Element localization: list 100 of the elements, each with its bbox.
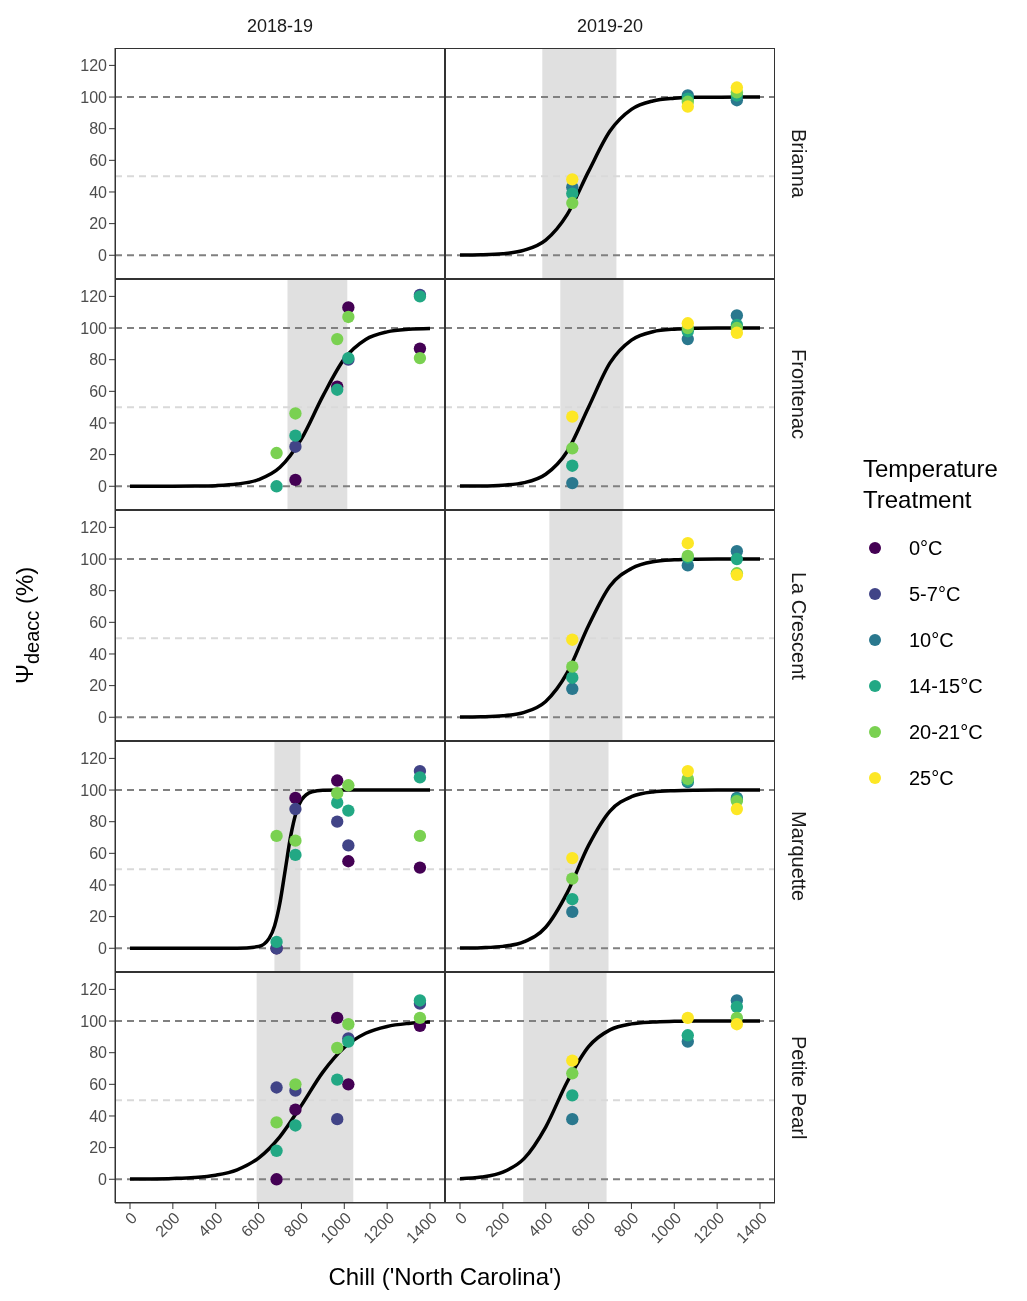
point [730,326,744,339]
point [289,802,302,816]
point [730,1000,744,1013]
x-axis-title: Chill ('North Carolina') [327,1263,563,1291]
y-tick-label: 40 [89,1107,108,1125]
point [566,459,579,472]
y-tick-label: 80 [89,351,108,369]
point [681,317,694,330]
point [289,848,302,862]
legend-label: 10°C [909,628,954,652]
line-series [128,1020,432,1181]
x-tick-label: 400 [194,1209,226,1241]
point [730,81,744,94]
legend-label: 20-21°C [909,720,983,744]
point [270,1116,283,1129]
y-tick-label: 120 [80,750,108,768]
point [566,671,579,684]
point [289,440,302,453]
point [681,1011,694,1025]
y-tick-label: 20 [89,1139,108,1157]
y2-axis-title: Frontenac [786,349,810,440]
point [331,1112,344,1126]
y-tick-label: 120 [80,57,108,75]
legend-label: 14-15°C [909,674,983,698]
legend-label: 25°C [909,766,954,790]
point [270,935,283,949]
y-tick-label: 60 [89,614,108,632]
y-tick-label: 100 [80,1012,108,1030]
y-tick-label: 20 [89,446,108,464]
y-tick-label: 40 [89,414,108,432]
x-tick-label: 200 [152,1209,184,1241]
point [342,1018,355,1031]
x-tick-label: 600 [567,1209,599,1241]
x-tick-label: 800 [280,1209,312,1241]
legend-label: 5-7°C [909,582,961,606]
point [413,829,427,843]
point [566,905,579,919]
x-tick-label: 0 [451,1209,471,1228]
point [681,1029,694,1042]
point [289,1103,302,1116]
point [342,1078,355,1091]
y-tick-label: 100 [80,781,108,799]
y-tick-label: 100 [80,550,108,568]
y2-axis-title: Brianna [786,129,810,198]
point [289,473,302,487]
point [566,872,579,885]
point [342,310,355,324]
x-tick-label: 400 [524,1209,556,1241]
point [681,100,694,113]
y-tick-label: 80 [89,582,108,600]
point [413,1011,427,1025]
y-tick-label: 60 [89,1076,108,1094]
point [270,1173,283,1186]
point [566,633,579,646]
chart-title: 2018-19 [245,16,315,37]
point [289,791,302,805]
y-tick-label: 60 [89,383,108,401]
y-tick-label: 60 [89,152,108,170]
x-tick-label: 800 [610,1209,642,1241]
point [566,1067,579,1080]
x-tick-label: 200 [482,1209,514,1241]
y-tick-label: 60 [89,845,108,863]
y-tick-label: 100 [80,88,108,106]
line-series [128,326,432,489]
point [730,1018,744,1031]
point [331,787,344,800]
point [270,1144,283,1157]
y2-axis-title: Marquette [786,811,810,902]
point [566,173,579,186]
point [331,1041,344,1055]
point [331,774,344,787]
point [566,893,579,906]
y-tick-label: 100 [80,319,108,337]
point [681,537,694,550]
point [413,861,427,874]
point [413,351,427,365]
point [566,442,579,455]
y2-axis-title: La Crescent [786,571,810,680]
y-tick-label: 80 [89,120,108,138]
point [566,196,579,210]
y2-axis-title: Petite Pearl [786,1035,810,1140]
y-tick-label: 120 [80,981,108,999]
point [342,779,355,792]
x-tick-label: 0 [121,1209,141,1228]
y-tick-label: 20 [89,908,108,926]
point [270,1081,283,1094]
point [681,764,694,778]
legend-title: Temperature Treatment [863,454,999,515]
point [566,1112,579,1126]
point [413,771,427,784]
y-tick-label: 40 [89,876,108,894]
point [270,446,283,460]
y-tick-label: 0 [98,1170,108,1188]
y-tick-label: 120 [80,519,108,537]
point [730,552,744,566]
point [270,480,283,493]
y-tick-label: 0 [98,939,108,957]
point [331,332,344,346]
point [331,1073,344,1086]
y-tick-label: 20 [89,215,108,233]
